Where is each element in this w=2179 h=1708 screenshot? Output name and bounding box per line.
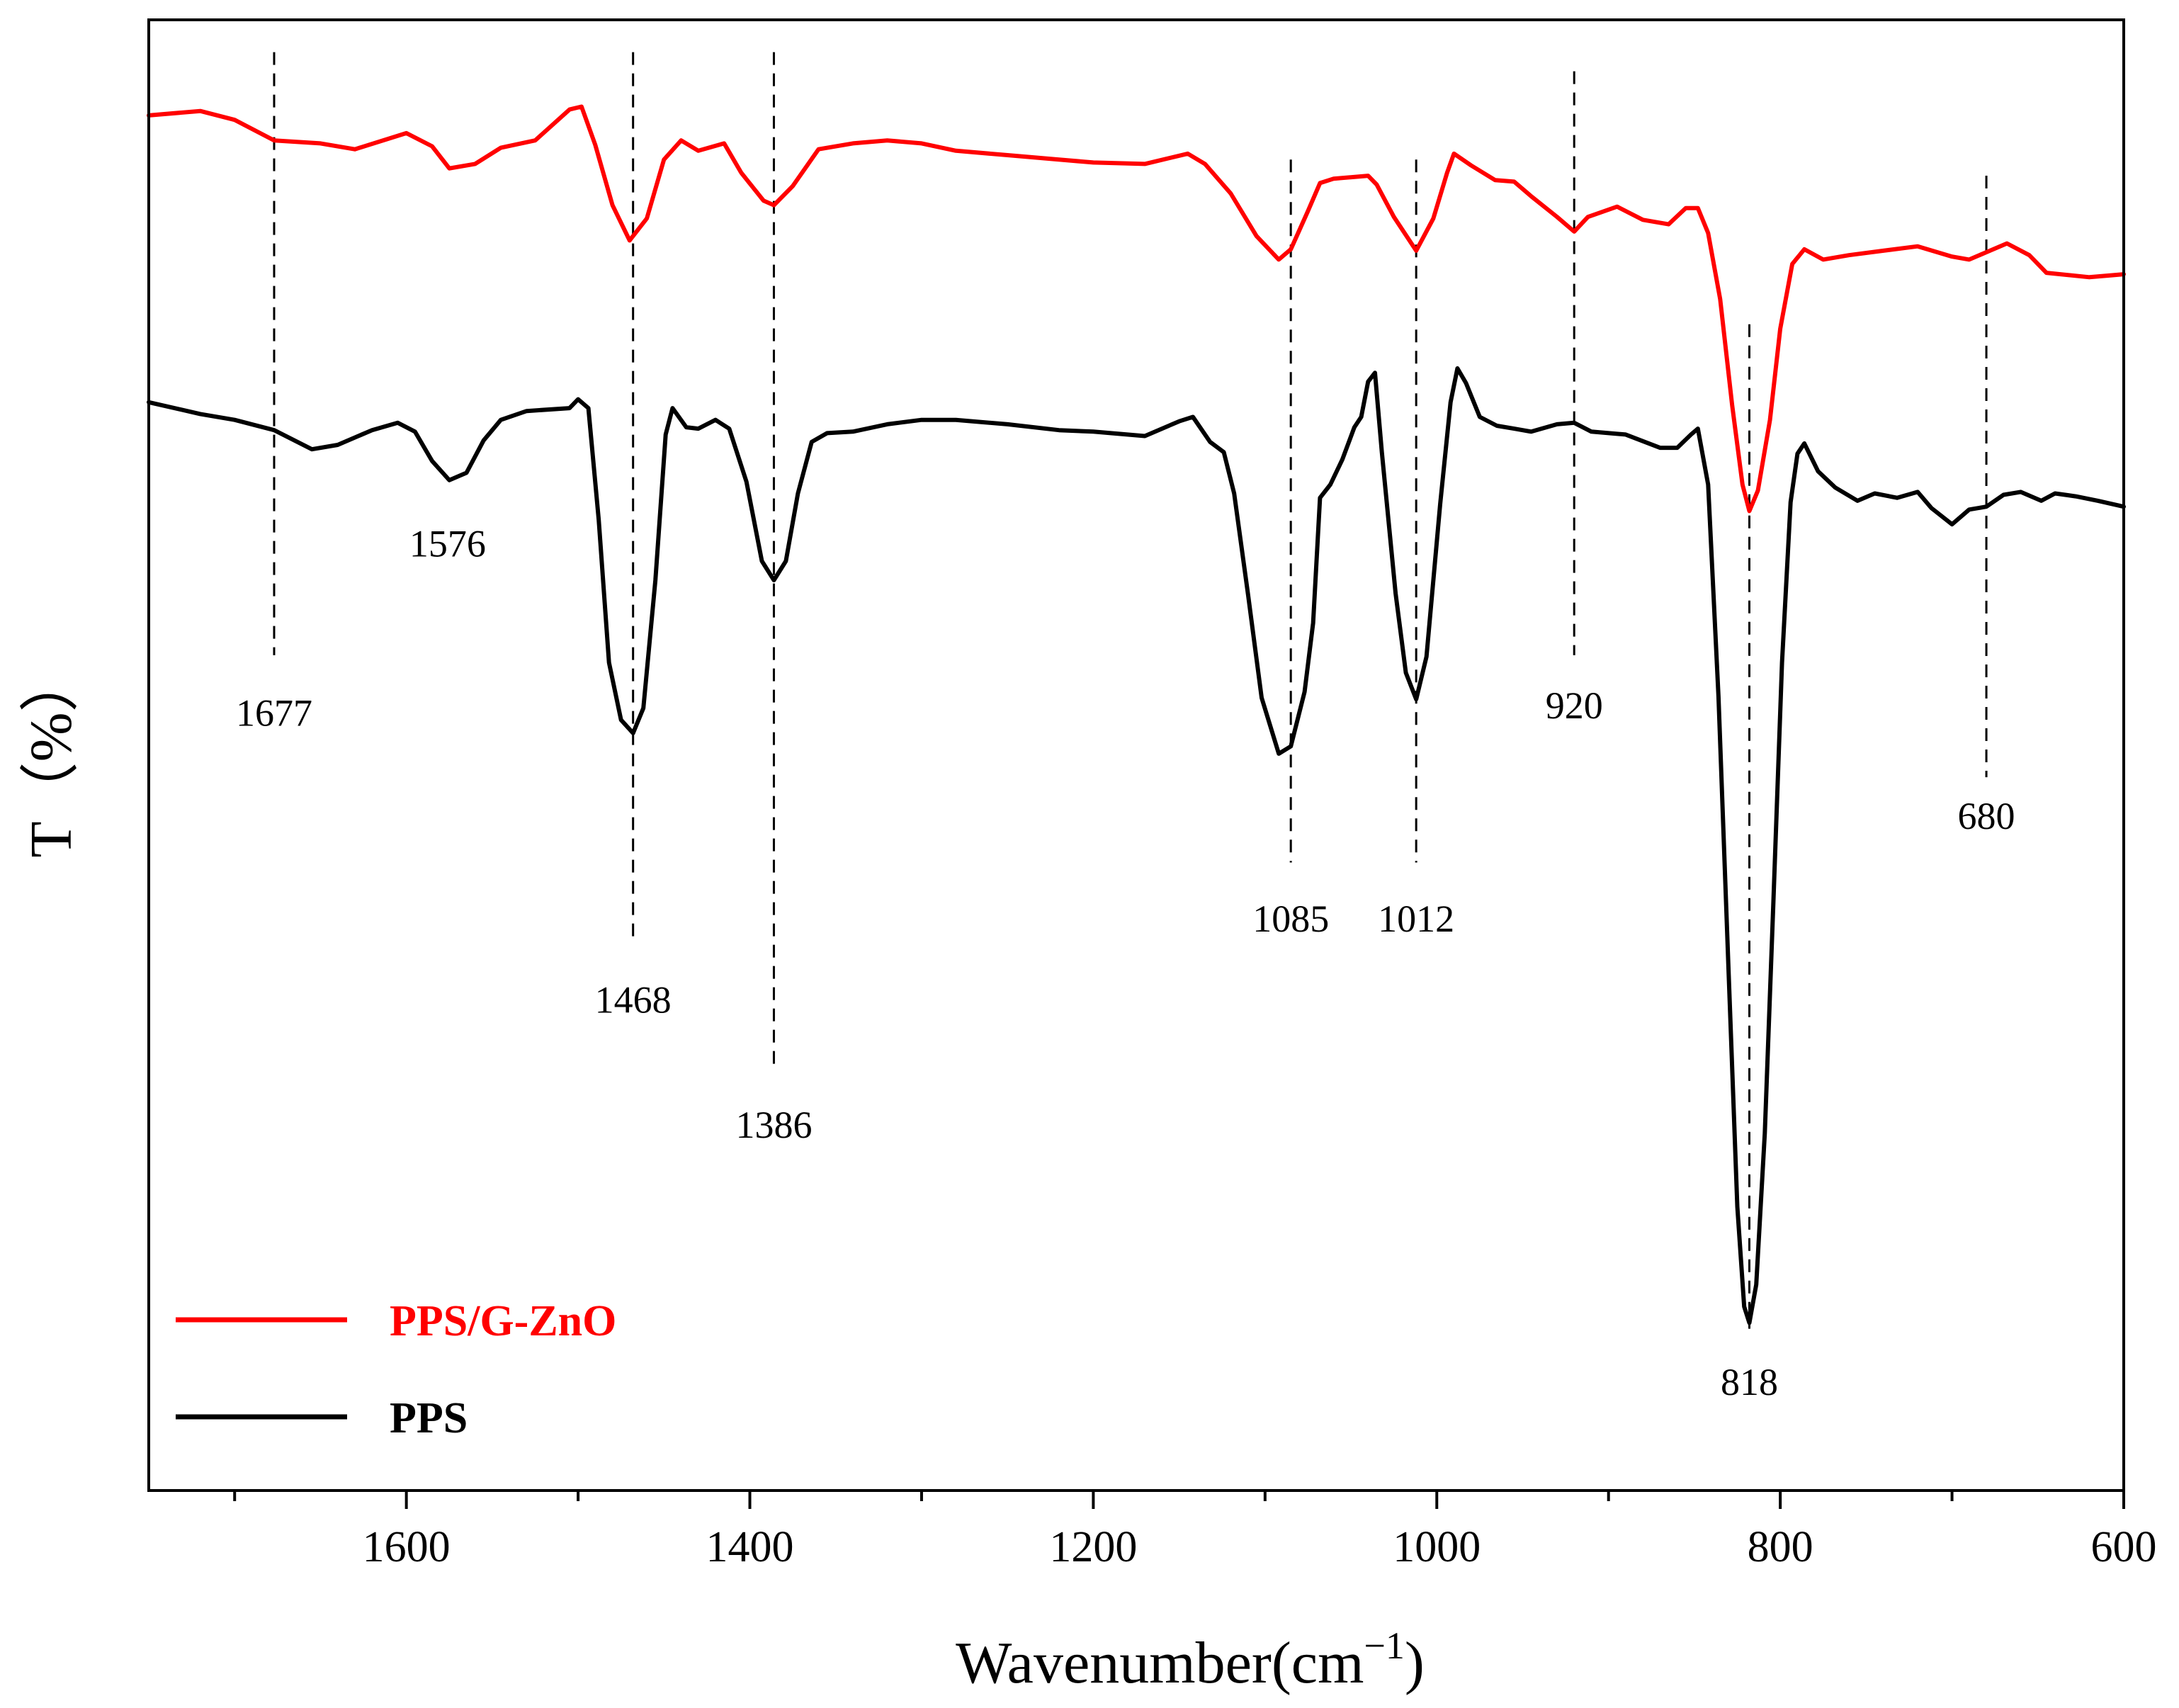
x-tick-label-1600: 1600 [363, 1523, 451, 1571]
x-tick-label-1000: 1000 [1393, 1523, 1481, 1571]
peak-label-1677: 1677 [236, 691, 312, 734]
y-axis-title: T（%） [18, 652, 84, 857]
peak-labels: 1677 1468 1386 1085 1012 920 818 680 1576 [236, 523, 2015, 1403]
peak-label-920: 920 [1546, 684, 1603, 727]
x-axis-ticks: 1600 1400 1200 1000 800 600 [233, 1491, 2157, 1571]
x-tick-label-1200: 1200 [1049, 1523, 1137, 1571]
peak-label-1085: 1085 [1252, 898, 1329, 940]
peak-label-1386: 1386 [735, 1104, 812, 1146]
legend-label-pps: PPS [390, 1394, 468, 1442]
x-axis-title-close: ) [1405, 1630, 1425, 1696]
series-layer [147, 104, 2126, 1325]
legend: PPS/G-ZnO PPS [176, 1297, 616, 1442]
peak-label-1468: 1468 [595, 978, 672, 1021]
x-axis-title-superscript: −1 [1364, 1624, 1404, 1667]
peak-label-1012: 1012 [1378, 898, 1454, 940]
plot-frame [147, 18, 2125, 1492]
x-axis-title-main: Wavenumber(cm [956, 1630, 1364, 1696]
x-tick-label-600: 600 [2091, 1523, 2157, 1571]
peak-label-818: 818 [1721, 1361, 1778, 1403]
series-line-pps [147, 366, 2126, 1325]
x-tick-label-1400: 1400 [706, 1523, 794, 1571]
x-axis-title: Wavenumber(cm−1) [956, 1624, 1425, 1696]
peak-label-1576: 1576 [409, 523, 486, 565]
peak-label-680: 680 [1958, 795, 2015, 837]
legend-label-pps-g-zno: PPS/G-ZnO [390, 1297, 616, 1345]
x-tick-label-800: 800 [1748, 1523, 1813, 1571]
series-line-pps-g-zno [147, 104, 2126, 514]
